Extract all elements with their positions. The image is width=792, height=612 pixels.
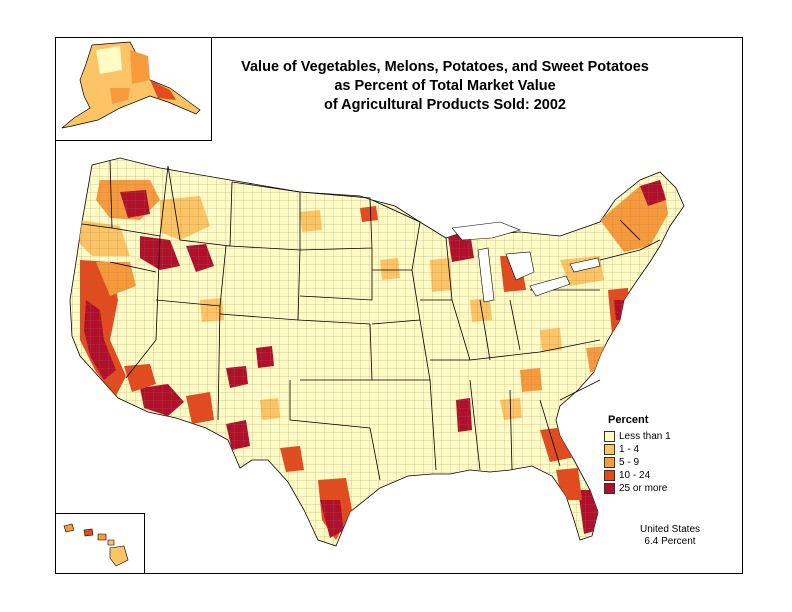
summary-region: United States — [639, 524, 701, 535]
legend-swatch — [604, 431, 615, 442]
legend-swatch — [604, 457, 615, 468]
legend: Percent Less than 1 1 - 4 5 - 9 10 - 24 25 o… — [604, 414, 714, 495]
map-title: Value of Vegetables, Melons, Potatoes, a… — [225, 58, 665, 115]
title-line-1: Value of Vegetables, Melons, Potatoes, a… — [241, 59, 649, 75]
legend-item: 5 - 9 — [604, 456, 714, 469]
alaska-inset-frame — [55, 37, 212, 141]
legend-label: 25 or more — [619, 483, 668, 494]
legend-item: Less than 1 — [604, 430, 714, 443]
legend-swatch — [604, 470, 615, 481]
legend-label: 1 - 4 — [619, 444, 640, 455]
legend-item: 25 or more — [604, 482, 714, 495]
legend-label: 10 - 24 — [619, 470, 651, 481]
summary-value: 6.4 Percent — [644, 536, 696, 547]
legend-swatch — [604, 483, 615, 494]
alaska-inset — [61, 41, 201, 129]
legend-swatch — [604, 444, 615, 455]
legend-label: Less than 1 — [619, 431, 671, 442]
us-summary: United States 6.4 Percent — [630, 524, 710, 548]
title-line-2: as Percent of Total Market Value — [334, 78, 556, 94]
legend-title: Percent — [608, 414, 649, 426]
hawaii-inset-frame — [55, 513, 145, 574]
hawaii-inset — [63, 523, 129, 567]
legend-label: 5 - 9 — [619, 457, 640, 468]
title-line-3: of Agricultural Products Sold: 2002 — [324, 97, 566, 113]
legend-item: 10 - 24 — [604, 469, 714, 482]
legend-item: 1 - 4 — [604, 443, 714, 456]
